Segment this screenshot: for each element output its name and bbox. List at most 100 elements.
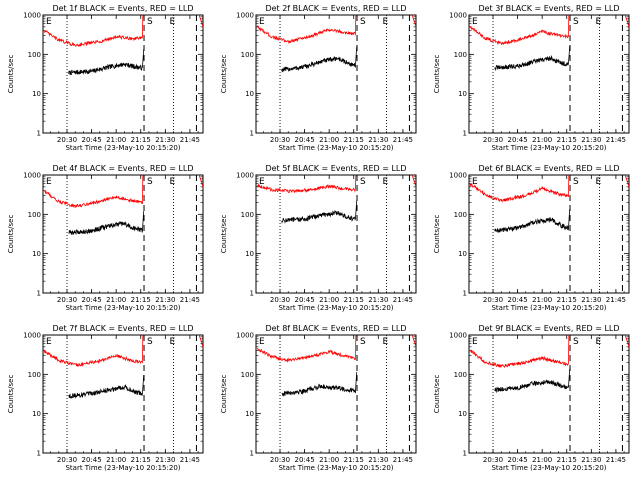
y-tick-label: 1000 xyxy=(23,332,41,340)
time-marker-s: S xyxy=(147,177,153,187)
events-series-line xyxy=(68,374,145,399)
chart-title: Det 3f BLACK = Events, RED = LLD xyxy=(478,4,619,13)
x-tick-label: 21:15 xyxy=(131,136,151,144)
time-marker-s: S xyxy=(573,337,579,347)
lld-series-line xyxy=(256,175,357,194)
y-tick-label: 10 xyxy=(458,250,467,258)
y-tick-label: 1000 xyxy=(236,172,254,180)
x-tick-label: 21:15 xyxy=(344,136,364,144)
chart-panel-4: Det 4f BLACK = Events, RED = LLD 1 10 100 10… xyxy=(7,164,204,312)
series-group xyxy=(256,335,416,397)
y-tick-label: 100 xyxy=(241,211,254,219)
time-marker-e: E xyxy=(383,177,389,187)
chart-title: Det 1f BLACK = Events, RED = LLD xyxy=(52,4,193,13)
x-tick-label: 21:00 xyxy=(106,136,126,144)
y-tick-label: 10 xyxy=(458,410,467,418)
lld-series-line xyxy=(469,335,570,368)
lld-series-line xyxy=(469,15,570,46)
time-marker-e: E xyxy=(472,337,478,347)
x-axis-label: Start Time (23-May-10 20:15:20) xyxy=(278,304,393,312)
time-marker-s: S xyxy=(147,17,153,27)
time-marker-e: E xyxy=(383,337,389,347)
x-tick-label: 21:15 xyxy=(131,456,151,464)
y-tick-label: 1000 xyxy=(23,12,41,20)
chart-panel-5: Det 5f BLACK = Events, RED = LLD 1 10 100 10… xyxy=(220,164,417,312)
y-axis-label: Counts/sec xyxy=(7,375,15,414)
x-tick-label: 21:30 xyxy=(368,296,388,304)
x-tick-label: 20:45 xyxy=(82,456,102,464)
y-tick-label: 1 xyxy=(463,450,467,458)
x-axis-label: Start Time (23-May-10 20:15:20) xyxy=(491,144,606,152)
x-tick-label: 21:45 xyxy=(180,456,200,464)
series-group xyxy=(256,15,416,73)
time-marker-e: E xyxy=(383,17,389,27)
x-tick-label: 21:30 xyxy=(581,136,601,144)
x-tick-label: 21:30 xyxy=(368,136,388,144)
x-tick-label: 21:30 xyxy=(155,296,175,304)
events-series-line xyxy=(281,46,358,73)
y-axis-label: Counts/sec xyxy=(220,55,228,94)
x-axis-label: Start Time (23-May-10 20:15:20) xyxy=(491,464,606,472)
y-tick-label: 1 xyxy=(463,290,467,298)
chart-title: Det 7f BLACK = Events, RED = LLD xyxy=(52,324,193,333)
y-axis-label: Counts/sec xyxy=(433,55,441,94)
plot-frame xyxy=(42,174,204,294)
x-tick-label: 21:15 xyxy=(557,456,577,464)
x-tick-label: 20:30 xyxy=(57,456,77,464)
events-series-line xyxy=(281,372,358,397)
chart-title: Det 2f BLACK = Events, RED = LLD xyxy=(265,4,406,13)
y-tick-label: 100 xyxy=(454,51,467,59)
time-marker-s: S xyxy=(360,337,366,347)
y-tick-label: 100 xyxy=(454,211,467,219)
y-tick-label: 10 xyxy=(458,90,467,98)
time-marker-s: S xyxy=(360,177,366,187)
plot-frame xyxy=(468,334,630,454)
lld-series-tail xyxy=(624,175,629,187)
x-tick-label: 21:45 xyxy=(393,296,413,304)
y-axis-label: Counts/sec xyxy=(433,215,441,254)
chart-panel-6: Det 6f BLACK = Events, RED = LLD 1 10 100 10… xyxy=(433,164,630,312)
y-tick-label: 10 xyxy=(32,90,41,98)
series-group xyxy=(43,15,203,76)
x-tick-label: 21:45 xyxy=(606,296,626,304)
y-tick-label: 1 xyxy=(37,290,41,298)
y-tick-label: 1 xyxy=(250,450,254,458)
x-tick-label: 21:00 xyxy=(319,456,339,464)
x-tick-label: 20:30 xyxy=(270,456,290,464)
chart-title: Det 4f BLACK = Events, RED = LLD xyxy=(52,164,193,173)
lld-series-line xyxy=(256,335,357,363)
x-tick-label: 20:30 xyxy=(483,296,503,304)
events-series-line xyxy=(494,368,571,394)
y-axis-label: Counts/sec xyxy=(7,55,15,94)
chart-title: Det 8f BLACK = Events, RED = LLD xyxy=(265,324,406,333)
y-tick-label: 1 xyxy=(250,130,254,138)
lld-series-tail xyxy=(198,15,203,27)
chart-title: Det 5f BLACK = Events, RED = LLD xyxy=(265,164,406,173)
x-tick-label: 21:00 xyxy=(319,296,339,304)
time-marker-e: E xyxy=(170,177,176,187)
series-group xyxy=(256,175,416,224)
x-tick-label: 21:15 xyxy=(557,136,577,144)
y-tick-label: 100 xyxy=(28,211,41,219)
x-tick-label: 21:30 xyxy=(581,456,601,464)
series-group xyxy=(43,335,203,399)
lld-series-line xyxy=(44,175,144,209)
y-axis-label: Counts/sec xyxy=(220,215,228,254)
y-tick-label: 1 xyxy=(37,130,41,138)
x-tick-label: 21:45 xyxy=(606,136,626,144)
y-tick-label: 1000 xyxy=(23,172,41,180)
x-tick-label: 20:45 xyxy=(295,136,315,144)
time-marker-s: S xyxy=(147,337,153,347)
lld-series-tail xyxy=(198,335,203,347)
time-marker-e: E xyxy=(170,337,176,347)
x-tick-label: 21:15 xyxy=(344,456,364,464)
y-tick-label: 10 xyxy=(245,90,254,98)
events-series-line xyxy=(68,49,145,76)
y-tick-label: 10 xyxy=(245,410,254,418)
x-tick-label: 21:45 xyxy=(393,456,413,464)
y-tick-label: 100 xyxy=(454,371,467,379)
y-tick-label: 100 xyxy=(28,371,41,379)
x-axis-label: Start Time (23-May-10 20:15:20) xyxy=(491,304,606,312)
y-tick-label: 1000 xyxy=(449,12,467,20)
